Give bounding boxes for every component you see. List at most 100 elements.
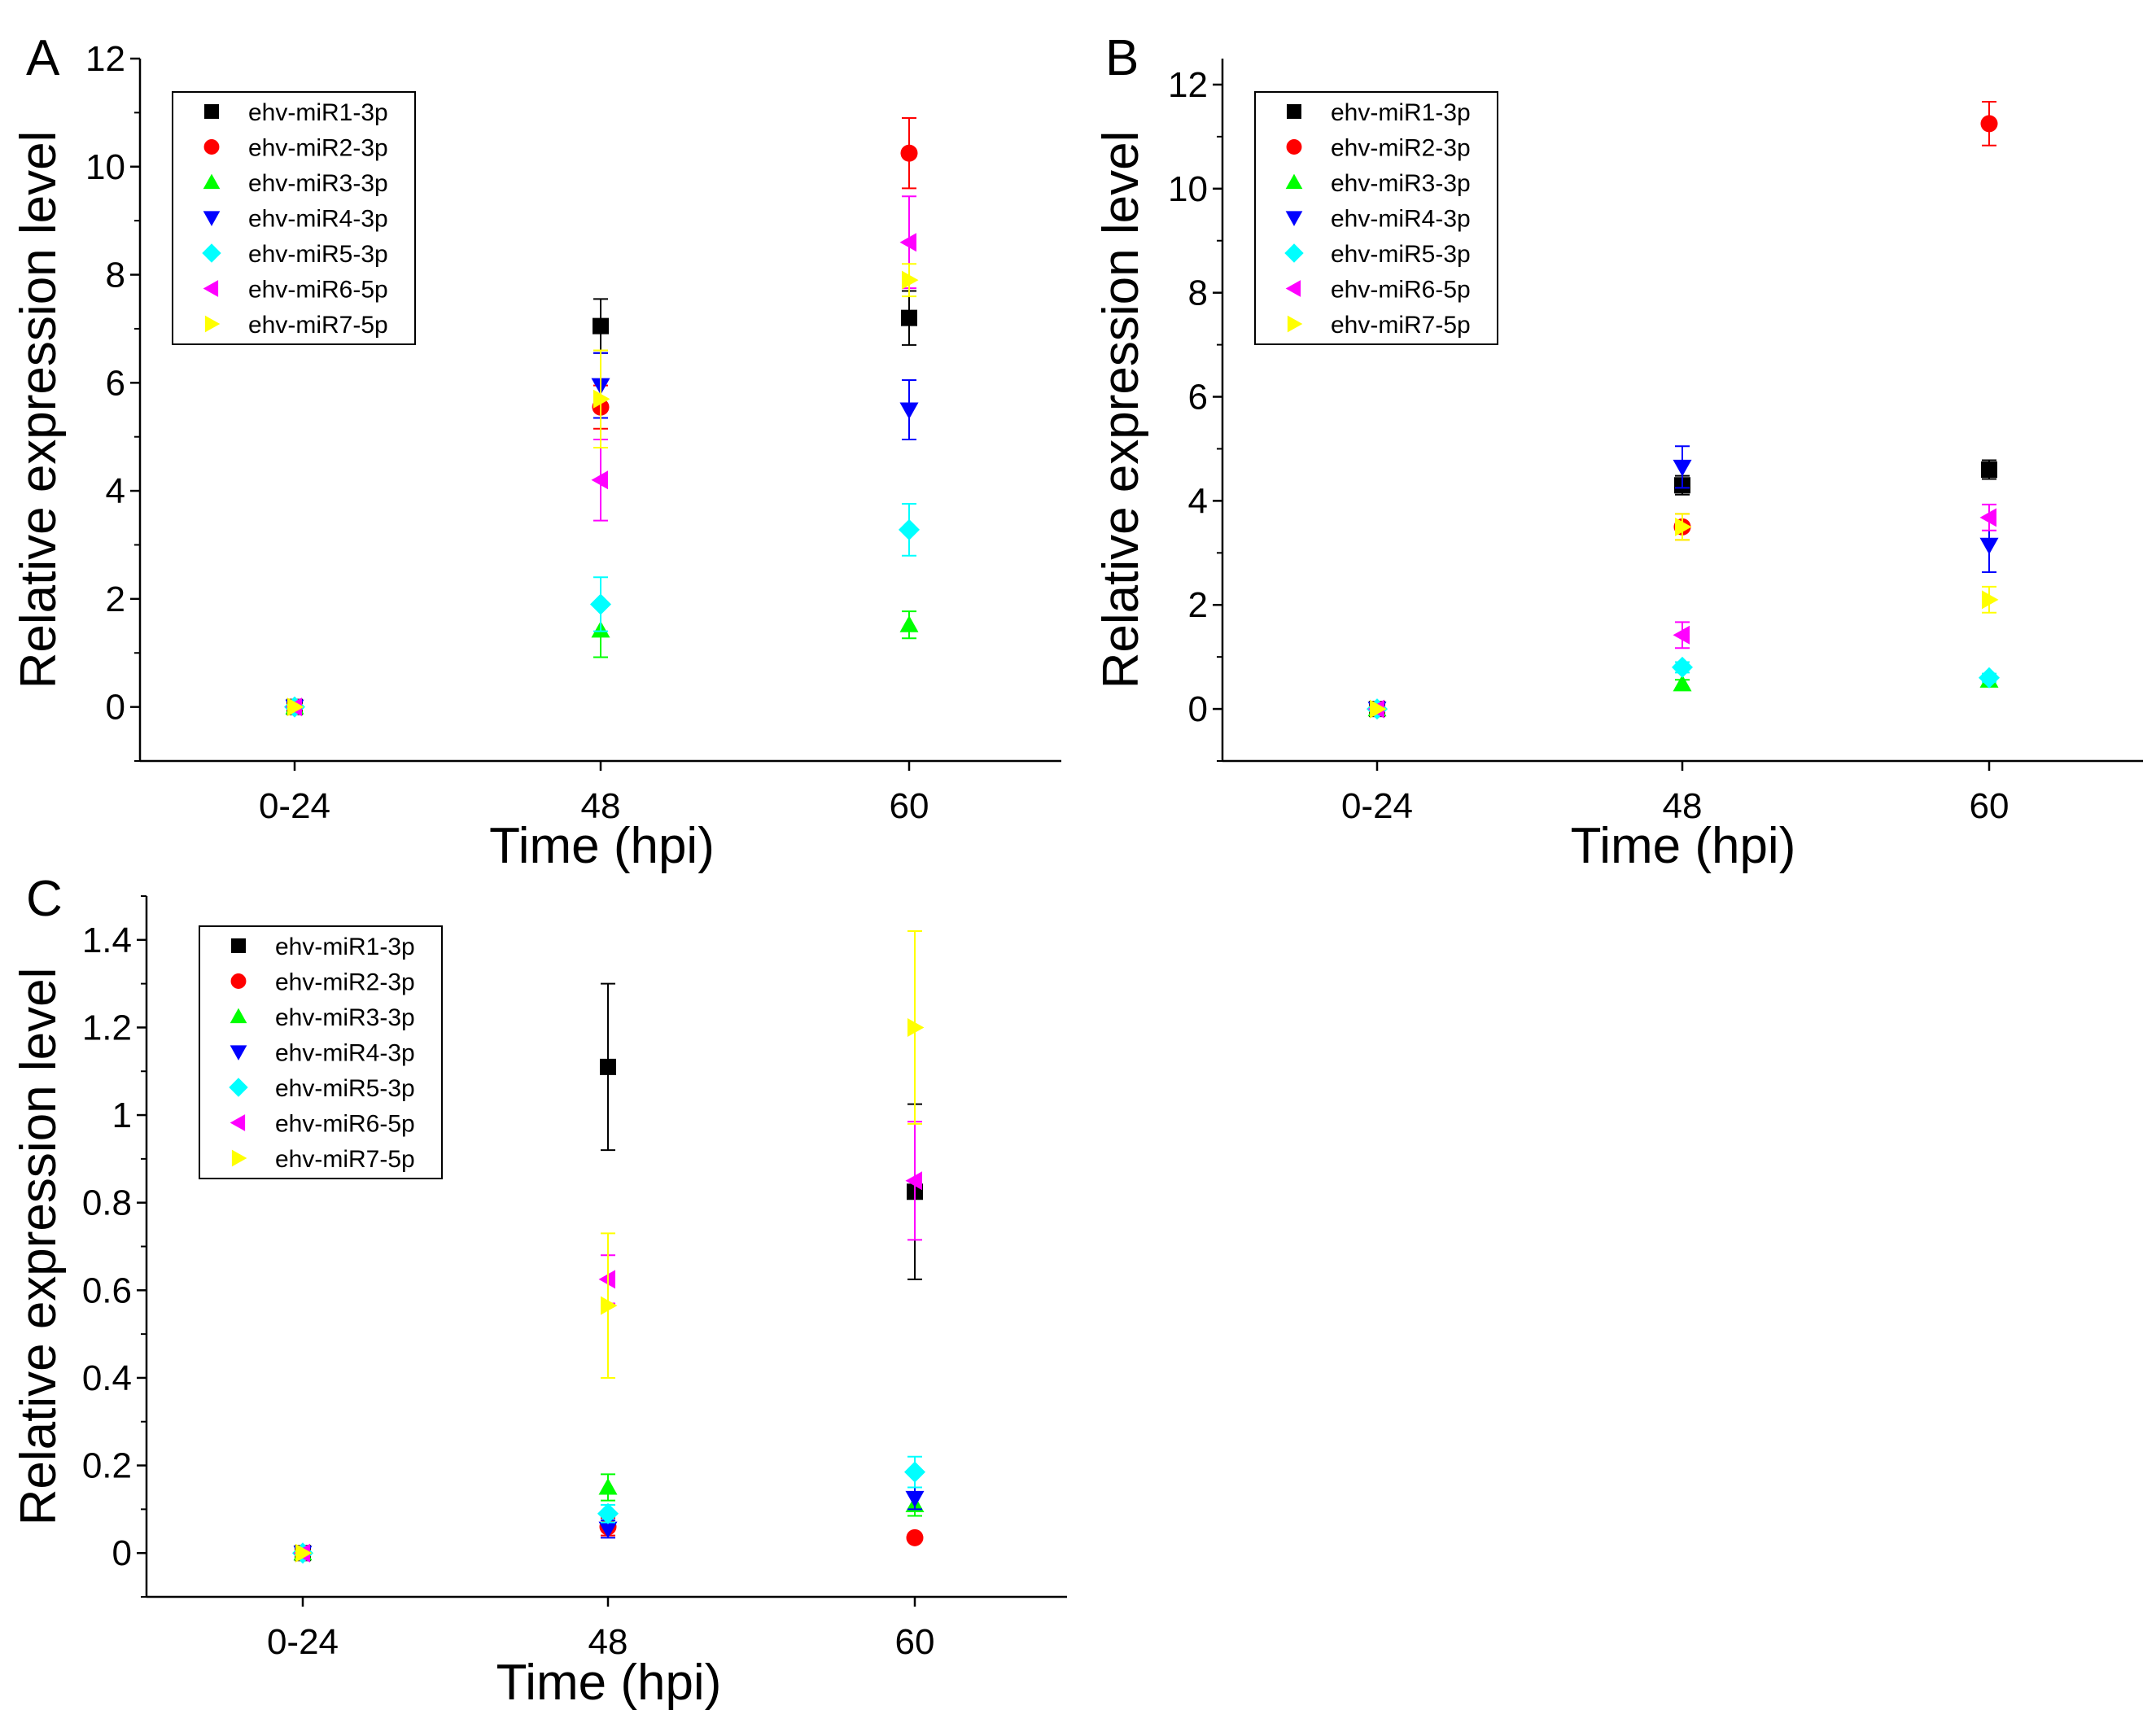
data-point [906,1528,924,1546]
data-point [899,518,920,540]
data-point [904,1461,925,1483]
data-point [1982,590,1999,610]
series-ehv-miR5-3p [292,1455,925,1564]
legend-marker [230,1114,246,1131]
y-tick-label: 6 [106,363,125,403]
y-tick-label: 4 [1188,481,1208,521]
data-point [1673,674,1692,692]
data-point [1979,537,1999,555]
y-axis-label: Relative expression level [11,131,67,689]
legend-label: ehv-miR7-5p [1331,312,1471,339]
legend-label: ehv-miR3-3p [1331,170,1471,197]
legend-marker [203,211,221,226]
x-tick-label: 48 [1663,786,1703,826]
series-ehv-miR7-5p [287,263,919,717]
data-point [1675,517,1692,536]
data-point [1673,625,1690,645]
data-point [899,233,916,252]
legend-label: ehv-miR7-5p [248,312,388,339]
x-tick-label: 48 [581,786,621,826]
y-tick-label: 1.2 [82,1008,132,1047]
y-tick-label: 2 [106,579,125,619]
y-tick-label: 8 [1188,273,1208,313]
data-point [905,1171,922,1191]
legend: ehv-miR1-3p ehv-miR2-3p ehv-miR3-3p ehv-miR… [172,91,416,345]
legend-label: ehv-miR5-3p [1331,241,1471,268]
legend-label: ehv-miR3-3p [248,170,388,197]
x-axis-label: Time (hpi) [1571,818,1796,874]
legend-marker [203,173,221,190]
panel-b: B 0 2 4 6 8 10 12 0-24 48 60 Time (hpi) Relative exp… [1093,30,2143,874]
legend-label: ehv-miR3-3p [275,1004,415,1031]
data-point [295,1543,313,1563]
legend-marker [204,104,219,119]
data-point [598,1477,618,1495]
y-tick-label: 0.8 [82,1183,132,1223]
legend-label: ehv-miR4-3p [248,206,388,233]
data-point [901,309,917,326]
data-point [899,402,919,419]
data-point [598,1521,618,1539]
legend-label: ehv-miR4-3p [275,1040,415,1067]
legend-label: ehv-miR4-3p [1331,206,1471,233]
data-point [902,270,919,290]
data-point [593,317,609,335]
series-ehv-miR3-3p [1367,671,1999,717]
legend-marker [231,1149,247,1167]
data-point [905,1490,925,1508]
x-axis-label: Time (hpi) [496,1655,722,1711]
legend-marker [1287,315,1303,333]
y-tick-label: 0 [1188,689,1208,729]
legend-marker [231,938,246,953]
legend-label: ehv-miR5-3p [275,1075,415,1102]
data-point [591,470,608,490]
series-ehv-miR5-3p [284,503,920,718]
legend-label: ehv-miR1-3p [1331,99,1471,126]
legend: ehv-miR1-3p ehv-miR2-3p ehv-miR3-3p ehv-miR… [199,925,443,1179]
y-tick-label: 0.2 [82,1446,132,1486]
panel-c: C 0 0.2 0.4 0.6 0.8 1 1.2 1.4 0-24 48 60 Time (hpi) R… [11,871,1067,1711]
data-point [1981,461,1997,479]
y-tick-label: 2 [1188,585,1208,625]
data-point [899,615,919,632]
y-axis-label: Relative expression level [11,968,67,1526]
panel-letter: A [26,30,60,86]
y-tick-label: 10 [1168,169,1208,209]
legend-label: ehv-miR1-3p [275,934,415,960]
legend-label: ehv-miR6-5p [275,1111,415,1138]
legend-label: ehv-miR2-3p [275,969,415,996]
legend-label: ehv-miR2-3p [248,135,388,162]
series-ehv-miR7-5p [1370,513,1999,719]
x-tick-label: 0-24 [267,1622,339,1662]
legend-marker [1287,104,1301,119]
data-point [1672,656,1693,678]
x-tick-label: 60 [895,1622,935,1662]
y-tick-label: 1.4 [82,921,132,960]
y-tick-label: 6 [1188,378,1208,418]
series-ehv-miR3-3p [285,602,919,715]
panel-letter: C [26,871,63,927]
y-tick-label: 8 [106,256,125,295]
legend-marker [229,1078,248,1097]
y-tick-label: 12 [1168,65,1208,105]
series-ehv-miR1-3p [286,290,917,715]
data-point [1979,508,1996,527]
data-point [1980,115,1998,133]
legend-marker [1285,173,1303,190]
y-tick-label: 4 [106,471,125,511]
x-tick-label: 0-24 [1341,786,1413,826]
legend-marker [1286,139,1302,155]
y-tick-label: 0.6 [82,1270,132,1310]
data-point [601,1296,618,1315]
legend-label: ehv-miR7-5p [275,1146,415,1173]
legend-marker [202,243,221,263]
data-point [597,1502,619,1524]
legend-marker [1285,280,1301,297]
panel-a: A 0 2 4 6 8 10 12 0-24 48 60 Time (hpi) Relative exp… [11,30,1061,874]
legend-marker [1285,211,1303,226]
x-tick-label: 60 [890,786,929,826]
legend-label: ehv-miR5-3p [248,241,388,268]
y-tick-label: 0.4 [82,1358,132,1398]
x-tick-label: 48 [588,1622,628,1662]
